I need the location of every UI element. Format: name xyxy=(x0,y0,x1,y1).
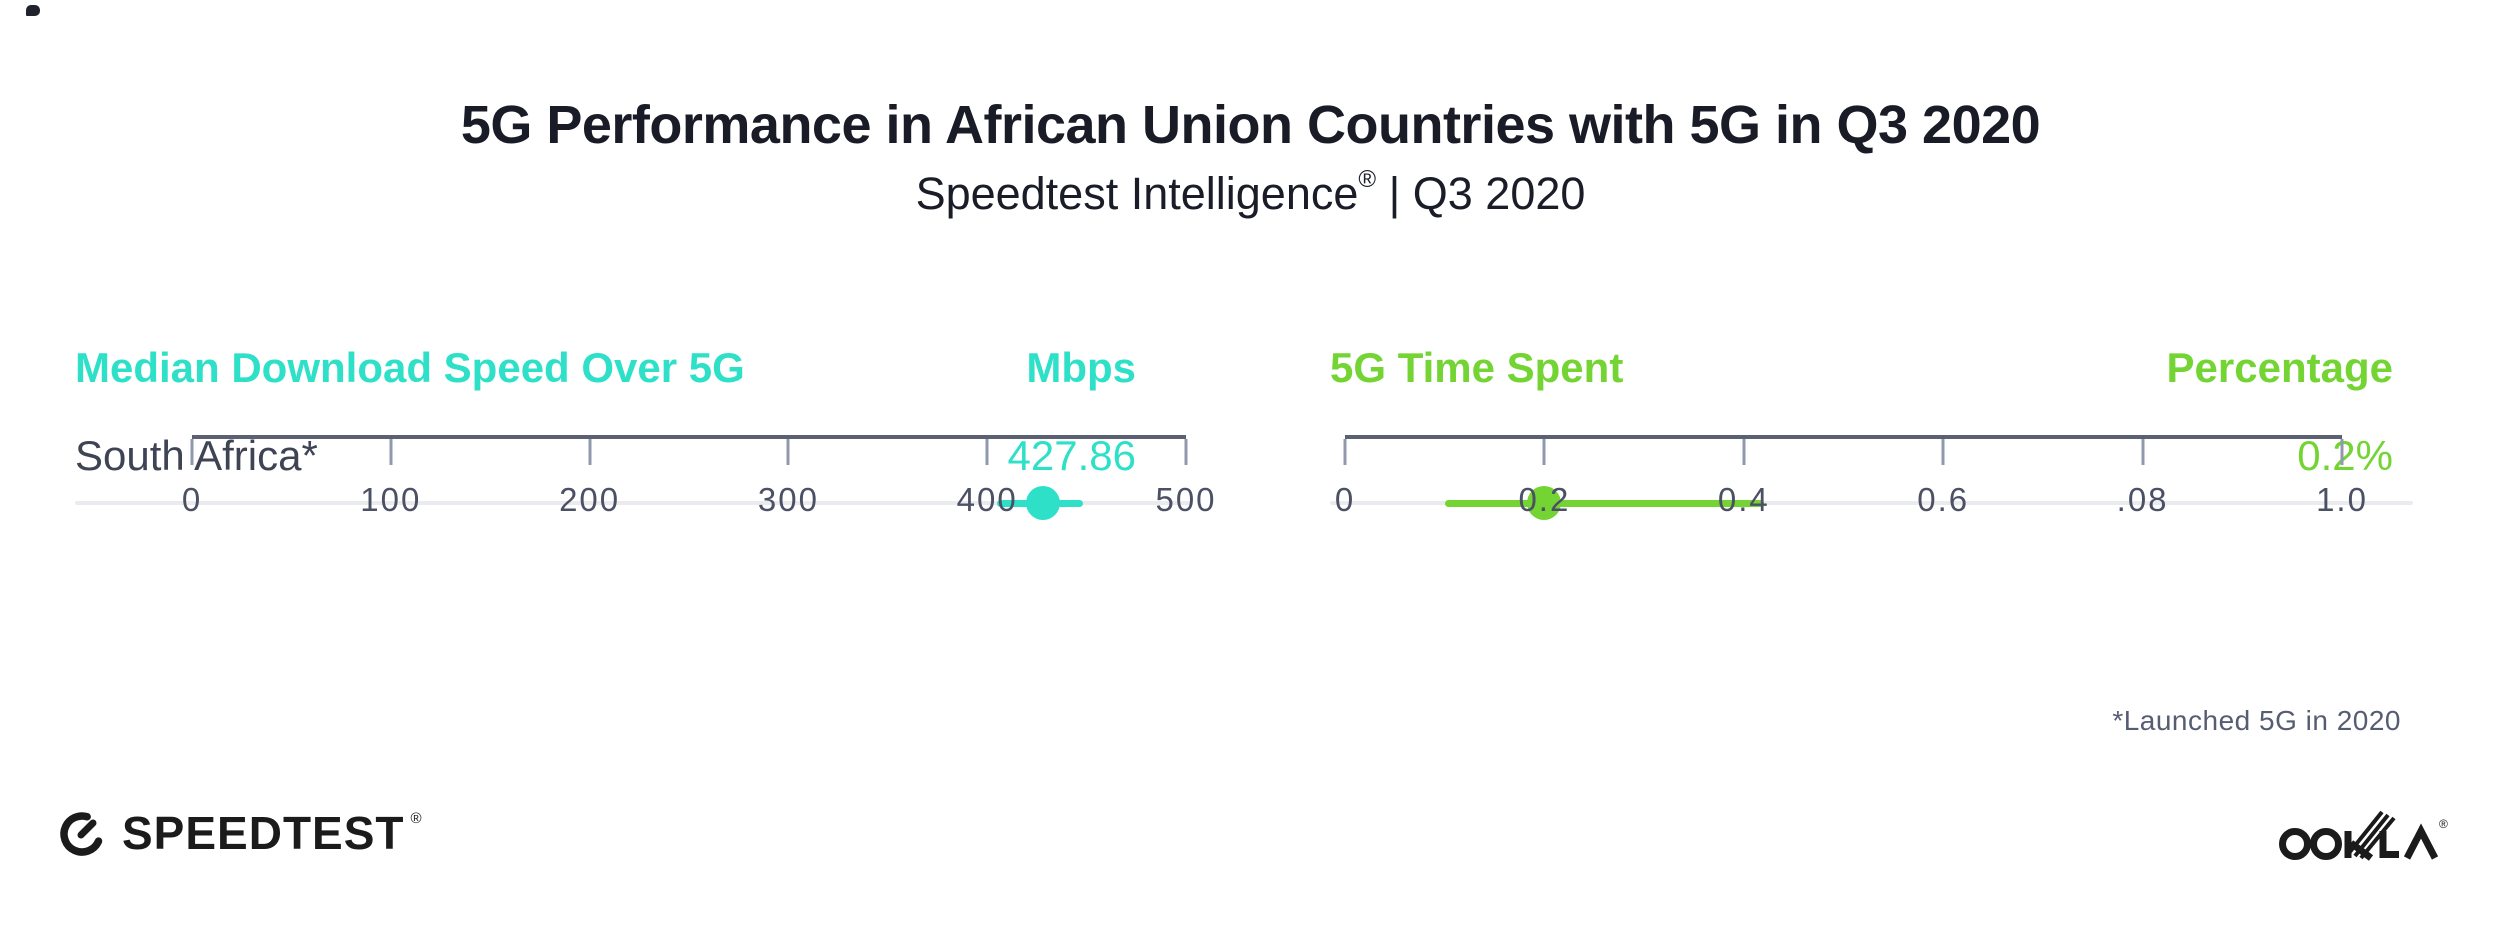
axis-tick xyxy=(588,439,592,465)
data-point-dot xyxy=(1527,486,1562,520)
axis-tick-label: 0 xyxy=(181,481,203,518)
footnote: *Launched 5G in 2020 xyxy=(2112,705,2401,736)
registered-mark: ® xyxy=(1358,166,1377,193)
axis-tick-label: 0 xyxy=(1334,481,1356,518)
speedtest-logo: SPEEDTEST ® xyxy=(56,806,422,860)
axis-tick xyxy=(985,439,989,465)
chart-header: Median Download Speed Over 5G Mbps xyxy=(75,344,1191,392)
svg-text:®: ® xyxy=(2439,817,2448,831)
axis-tick-label: 300 xyxy=(757,481,819,518)
axis-tick-label: 1.0 xyxy=(2316,481,2368,518)
download-speed-chart: Median Download Speed Over 5G Mbps South… xyxy=(75,344,1215,694)
value-label: 427.86 xyxy=(1007,432,1136,479)
axis-tick-label: 200 xyxy=(559,481,621,518)
corner-artifact-mark xyxy=(26,5,40,16)
axis-tick xyxy=(1742,439,1746,465)
axis-tick-label: .08 xyxy=(2116,481,2169,518)
subtitle-period: | Q3 2020 xyxy=(1376,168,1586,219)
time-spent-chart: 5G Time Spent Percentage 0.2% 0 0.2 0.4 0.6… xyxy=(1330,344,2413,694)
axis-tick-label: 500 xyxy=(1155,481,1217,518)
axis-tick xyxy=(1941,439,1945,465)
axis-tick xyxy=(786,439,790,465)
axis-tick xyxy=(2340,439,2344,465)
axis-tick-label: 400 xyxy=(956,481,1018,518)
chart-header: 5G Time Spent Percentage xyxy=(1330,344,2413,392)
data-point-dot xyxy=(1025,486,1060,520)
axis-tick xyxy=(1184,439,1188,465)
unit-column-header: Percentage xyxy=(2166,344,2393,391)
page-title: 5G Performance in African Union Countrie… xyxy=(460,95,2041,155)
row-baseline xyxy=(75,501,1191,505)
axis-tick-label: 0.4 xyxy=(1717,481,1770,518)
axis-tick-label: 100 xyxy=(360,481,422,518)
value-label: 0.2% xyxy=(2297,432,2393,479)
x-axis: 0 100 200 300 400 500 xyxy=(182,435,1215,518)
chart-title: Median Download Speed Over 5G xyxy=(75,344,745,391)
subtitle-brand: Speedtest Intelligence xyxy=(915,168,1359,219)
axis-tick xyxy=(2141,439,2145,465)
axis-tick xyxy=(190,439,194,465)
axis-tick-label: 0.6 xyxy=(1917,481,1970,518)
unit-column-header: Mbps xyxy=(1026,344,1136,391)
axis-tick xyxy=(1542,439,1546,465)
ookla-wordmark-icon: OOKLA ® xyxy=(2279,810,2448,861)
speedtest-wordmark: SPEEDTEST xyxy=(122,807,405,859)
range-whisker xyxy=(1444,500,1764,507)
data-row: South Africa* 427.86 xyxy=(75,432,1191,480)
x-axis: 0 0.2 0.4 0.6 .08 1.0 xyxy=(1335,435,2366,518)
axis-tick xyxy=(389,439,393,465)
row-baseline xyxy=(1330,501,2413,505)
page-subtitle: Speedtest Intelligence® | Q3 2020 xyxy=(0,166,2501,220)
axis-tick xyxy=(1343,439,1347,465)
ookla-logo: OOKLA ® xyxy=(2279,806,2451,867)
chart-title: 5G Time Spent xyxy=(1330,344,1624,391)
registered-mark: ® xyxy=(410,810,422,827)
data-row: 0.2% xyxy=(1330,432,2413,480)
axis-tick-label: 0.2 xyxy=(1518,481,1571,518)
speedometer-gauge-icon xyxy=(60,812,104,856)
country-label: South Africa* xyxy=(75,432,318,479)
